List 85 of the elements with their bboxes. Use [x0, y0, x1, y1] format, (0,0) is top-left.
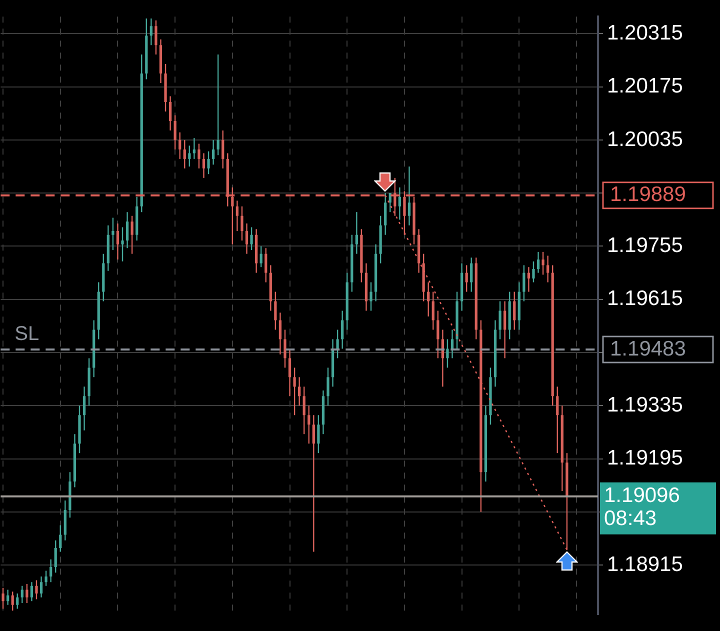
candlestick — [198, 143, 200, 170]
candlestick — [30, 582, 34, 602]
candlestick — [2, 587, 4, 610]
candlestick — [302, 386, 306, 435]
candlestick — [470, 257, 473, 292]
candlestick — [498, 300, 502, 340]
candlestick — [207, 150, 210, 175]
candlestick — [355, 211, 358, 254]
candlestick — [50, 558, 52, 583]
candlestick — [522, 264, 526, 302]
candlestick — [536, 251, 540, 274]
y-tick-label: 1.20315 — [607, 21, 683, 44]
candlestick — [293, 367, 296, 416]
ref-line-label: 1.19483 — [610, 337, 686, 360]
candlestick — [450, 329, 454, 359]
candlestick — [446, 338, 449, 368]
candlestick — [264, 248, 268, 283]
candlestick — [427, 282, 430, 318]
candlestick — [513, 291, 516, 330]
candlestick — [546, 255, 550, 283]
candlestick — [312, 414, 315, 552]
candlestick — [20, 585, 24, 604]
candlestick — [240, 206, 244, 242]
candlestick — [336, 329, 339, 359]
y-tick-label: 1.20035 — [607, 128, 683, 151]
candlestick — [35, 580, 38, 600]
y-tick-label: 1.19195 — [607, 446, 683, 470]
candlestick — [44, 570, 48, 587]
candlestick — [236, 200, 239, 232]
candlestick — [188, 145, 191, 168]
candlestick — [527, 266, 530, 292]
candlestick — [384, 192, 387, 236]
candlestick — [82, 386, 86, 431]
candlestick — [326, 367, 330, 406]
candlestick — [504, 300, 506, 359]
candlestick — [317, 414, 320, 454]
candlestick — [432, 291, 434, 330]
candlestick — [250, 226, 253, 251]
candlestick — [26, 583, 28, 604]
candlestick — [116, 222, 120, 260]
candlestick — [216, 54, 220, 156]
candlestick — [370, 282, 372, 312]
candlestick — [308, 405, 310, 444]
candlestick — [178, 132, 182, 160]
candlestick — [168, 96, 172, 132]
ref-line-label: 1.19889 — [610, 183, 686, 206]
candlestick — [16, 592, 19, 610]
candlestick — [288, 348, 292, 397]
candlestick — [59, 524, 62, 552]
candlestick — [154, 20, 158, 56]
candlestick — [278, 312, 282, 356]
candlestick — [274, 291, 277, 330]
y-tick-label: 1.19335 — [607, 393, 683, 416]
candlestick — [40, 576, 43, 598]
candlestick — [112, 217, 114, 251]
candlestick — [174, 114, 176, 150]
y-tick-label: 1.19755 — [607, 234, 683, 258]
candlestick — [130, 215, 134, 254]
y-tick-label: 1.18915 — [607, 552, 683, 576]
candlestick — [6, 589, 10, 606]
candlestick — [183, 139, 186, 170]
candlestick — [398, 186, 401, 220]
candlestick — [212, 139, 215, 166]
candlestick — [126, 211, 129, 249]
candlestick — [408, 166, 411, 226]
candlestick — [245, 222, 248, 254]
candlestick — [465, 264, 468, 292]
candlestick — [556, 386, 559, 454]
y-tick-label: 1.19615 — [607, 287, 683, 310]
candlestick — [260, 246, 262, 268]
candlestick — [150, 18, 152, 46]
candlestick — [436, 310, 440, 359]
candlestick — [298, 376, 301, 406]
candlestick — [121, 226, 124, 262]
candlestick — [542, 251, 544, 276]
candlestick — [11, 591, 14, 612]
candlestick — [341, 310, 344, 350]
candlestick — [532, 260, 535, 283]
candlestick — [202, 152, 206, 179]
candlestick — [284, 329, 286, 368]
ref-line-label: 1.19096 08:43 — [604, 484, 680, 530]
candlestick — [54, 540, 57, 574]
annotation: SL — [14, 322, 40, 345]
candlestick — [222, 130, 224, 170]
y-tick-label: 1.20175 — [607, 74, 683, 98]
